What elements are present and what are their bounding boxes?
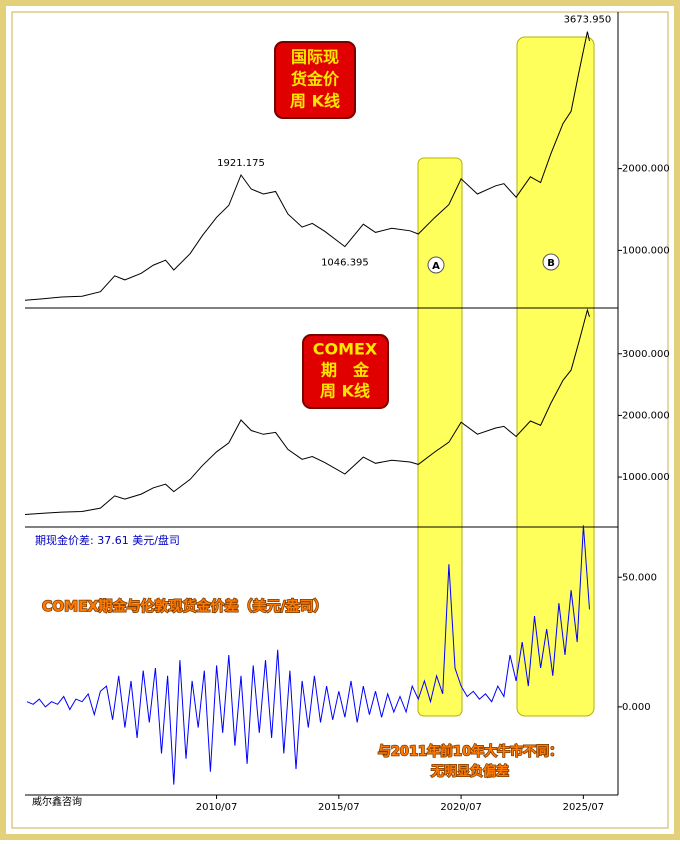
y-tick-label: 0.000 xyxy=(622,702,651,713)
label-box xyxy=(274,41,356,119)
watermark: 威尔鑫咨询 xyxy=(32,795,82,808)
y-tick-label: 3000.000 xyxy=(622,349,670,360)
value-annotation: 1046.395 xyxy=(321,258,369,269)
box-text: 国际现 xyxy=(291,48,339,67)
marker-label: A xyxy=(432,261,440,272)
y-tick-label: 1000.000 xyxy=(622,245,670,256)
y-tick-label: 50.000 xyxy=(622,572,657,583)
marker-label: B xyxy=(547,258,555,269)
x-tick-label: 2010/07 xyxy=(196,802,238,813)
x-tick-label: 2020/07 xyxy=(440,802,482,813)
marker-circle xyxy=(542,253,560,271)
y-tick-label: 2000.000 xyxy=(622,164,670,175)
label-box xyxy=(302,334,389,409)
value-annotation: 3673.950 xyxy=(564,15,612,26)
y-tick-label: 2000.000 xyxy=(622,410,670,421)
x-tick-label: 2015/07 xyxy=(318,802,360,813)
price-line xyxy=(24,31,590,301)
subtitle: 期现金价差: 37.61 美元/盘司 xyxy=(35,533,180,547)
price-line xyxy=(24,308,590,515)
box-text: 货金价 xyxy=(291,70,340,89)
box-text: 周 K线 xyxy=(290,92,340,111)
y-tick-label: 1000.000 xyxy=(622,472,670,483)
note: 无明显负偏差 xyxy=(430,764,509,780)
box-text: 周 K线 xyxy=(320,382,370,401)
note: 与2011年前10年大牛市不同： xyxy=(378,744,562,760)
highlight-b xyxy=(516,36,595,717)
box-text: 期 金 xyxy=(321,361,370,380)
box-text: COMEX xyxy=(313,340,378,359)
price-line xyxy=(26,525,590,785)
panel-title: COMEX期金与伦敦现货金价差（美元/盎司） xyxy=(42,598,328,615)
highlight-a xyxy=(417,157,463,717)
x-tick-label: 2025/07 xyxy=(563,802,605,813)
marker-circle xyxy=(427,256,445,274)
value-annotation: 1921.175 xyxy=(217,158,265,169)
frame-inner xyxy=(11,11,669,829)
